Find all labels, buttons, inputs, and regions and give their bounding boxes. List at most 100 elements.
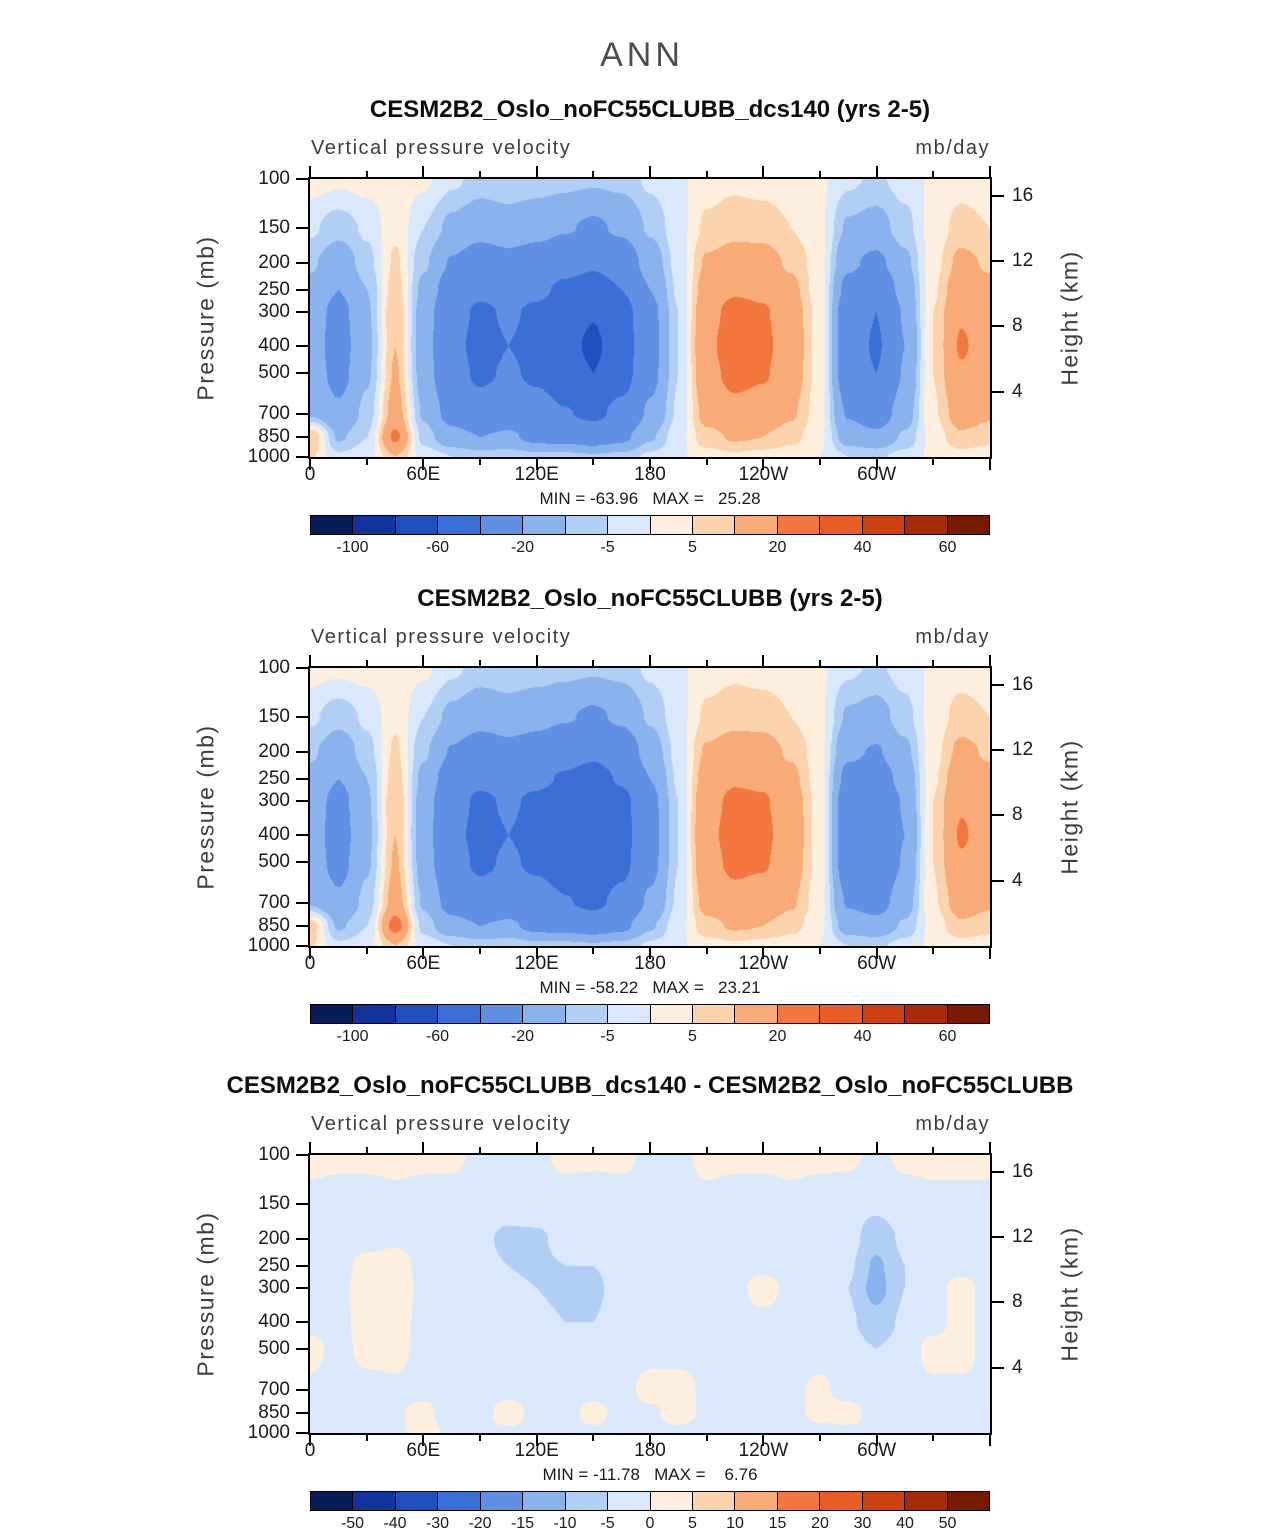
lon-tick xyxy=(422,1435,425,1446)
pressure-tick-label: 500 xyxy=(258,851,290,873)
lon-tick-label: 120E xyxy=(514,1440,559,1461)
colorbar-segment xyxy=(310,515,354,535)
colorbar-segment xyxy=(479,1004,524,1024)
lon-tick-label: 120W xyxy=(738,464,789,485)
colorbar-tick-label: -20 xyxy=(510,1028,535,1045)
lon-tick xyxy=(819,948,821,954)
lon-tick-label: 0 xyxy=(304,1440,316,1461)
lon-tick-label: 120W xyxy=(738,1440,789,1461)
colorbar-segment xyxy=(522,515,566,535)
pressure-tick-label: 150 xyxy=(258,1192,290,1214)
lon-tick xyxy=(932,948,935,954)
lon-tick xyxy=(705,1435,708,1441)
colorbar-segment xyxy=(776,1491,821,1511)
colorbar-segment xyxy=(819,515,863,535)
pressure-tick xyxy=(296,1432,308,1434)
lon-tick xyxy=(989,655,991,666)
lon-tick xyxy=(535,948,538,959)
lon-tick-label: 60W xyxy=(857,464,897,485)
height-tick xyxy=(992,390,1004,393)
units-label: mb/day xyxy=(915,1113,990,1135)
lon-tick xyxy=(535,459,538,470)
lon-tick xyxy=(365,171,368,177)
lon-tick xyxy=(365,1147,368,1153)
lon-tick xyxy=(762,655,765,666)
pressure-tick xyxy=(296,456,308,458)
colorbar-segment xyxy=(437,1491,481,1511)
units-label: mb/day xyxy=(915,626,990,648)
lon-tick xyxy=(819,1147,821,1153)
colorbar-tick-label: 40 xyxy=(853,1028,872,1045)
pressure-tick-label: 700 xyxy=(258,891,290,913)
colorbar-tick-label: -5 xyxy=(600,1028,615,1045)
colorbar-segment xyxy=(776,1004,821,1024)
lon-tick xyxy=(422,166,425,177)
lon-tick xyxy=(479,1147,481,1153)
colorbar-segment xyxy=(437,515,481,535)
colorbar-segment xyxy=(437,1004,481,1024)
panel-title: CESM2B2_Oslo_noFC55CLUBB_dcs140 (yrs 2-5… xyxy=(369,96,931,123)
colorbar-segment xyxy=(607,1491,651,1511)
lon-tick xyxy=(479,660,481,666)
colorbar-segment xyxy=(861,515,906,535)
colorbar-segment xyxy=(564,1004,609,1024)
lon-tick xyxy=(309,166,311,177)
pressure-tick-label: 250 xyxy=(258,278,290,300)
colorbar-tick-label: 30 xyxy=(853,1515,872,1531)
pressure-tick-label: 400 xyxy=(258,824,290,846)
lon-tick-label: 120W xyxy=(738,953,789,974)
pressure-tick xyxy=(296,178,308,180)
contour-plot xyxy=(308,666,992,948)
pressure-tick-label: 850 xyxy=(258,1402,290,1424)
field-name-label: Vertical pressure velocity xyxy=(311,626,572,648)
colorbar-segment xyxy=(479,1491,524,1511)
height-tick-label: 12 xyxy=(1012,1226,1034,1248)
colorbar-segment xyxy=(904,1491,948,1511)
pressure-tick-label: 200 xyxy=(258,1227,290,1249)
colorbar-tick-label: -100 xyxy=(336,1028,369,1045)
pressure-tick xyxy=(296,777,308,780)
lon-tick xyxy=(705,660,708,666)
lon-tick xyxy=(762,948,765,959)
contour-plot xyxy=(308,177,992,459)
colorbar-tick-label: 0 xyxy=(645,1515,655,1531)
height-tick-label: 4 xyxy=(1012,869,1023,891)
pressure-tick xyxy=(296,750,308,753)
colorbar-tick-label: 40 xyxy=(896,1515,914,1531)
lon-tick xyxy=(932,1147,935,1153)
colorbar-tick-label: 5 xyxy=(688,1028,697,1045)
pressure-tick-label: 1000 xyxy=(247,446,290,467)
height-tick-label: 16 xyxy=(1012,1160,1034,1182)
height-tick-label: 8 xyxy=(1012,804,1023,826)
lon-tick xyxy=(762,1142,765,1153)
pressure-tick xyxy=(296,1237,308,1240)
panel-title: CESM2B2_Oslo_noFC55CLUBB_dcs140 - CESM2B… xyxy=(226,1072,1074,1099)
lon-tick xyxy=(989,1142,991,1153)
pressure-tick xyxy=(296,226,308,229)
lon-tick xyxy=(875,166,878,177)
panel-difference: CESM2B2_Oslo_noFC55CLUBB_dcs140 - CESM2B… xyxy=(0,1072,1285,1531)
height-tick xyxy=(992,749,1004,752)
colorbar-tick-label: -50 xyxy=(340,1515,365,1531)
lon-tick-label: 60E xyxy=(406,1440,441,1461)
colorbar-tick-label: -5 xyxy=(600,1515,615,1531)
contour-canvas xyxy=(310,668,990,946)
colorbar-segment xyxy=(352,515,396,535)
pressure-tick xyxy=(296,1286,308,1289)
colorbar-segment xyxy=(394,1004,439,1024)
pressure-tick-label: 400 xyxy=(258,335,290,357)
height-tick-label: 16 xyxy=(1012,184,1034,206)
pressure-tick xyxy=(296,901,308,904)
height-tick xyxy=(992,325,1004,328)
colorbar-tick-label: -30 xyxy=(425,1515,450,1531)
pressure-tick-label: 150 xyxy=(258,216,290,238)
pressure-tick xyxy=(296,1412,308,1415)
units-label: mb/day xyxy=(915,137,990,159)
pressure-tick-label: 150 xyxy=(258,705,290,727)
lon-tick xyxy=(535,1142,538,1153)
lon-tick xyxy=(309,459,311,470)
pressure-tick-label: 200 xyxy=(258,740,290,762)
pressure-tick xyxy=(296,288,308,291)
lon-tick xyxy=(819,660,821,666)
lon-tick xyxy=(989,166,991,177)
